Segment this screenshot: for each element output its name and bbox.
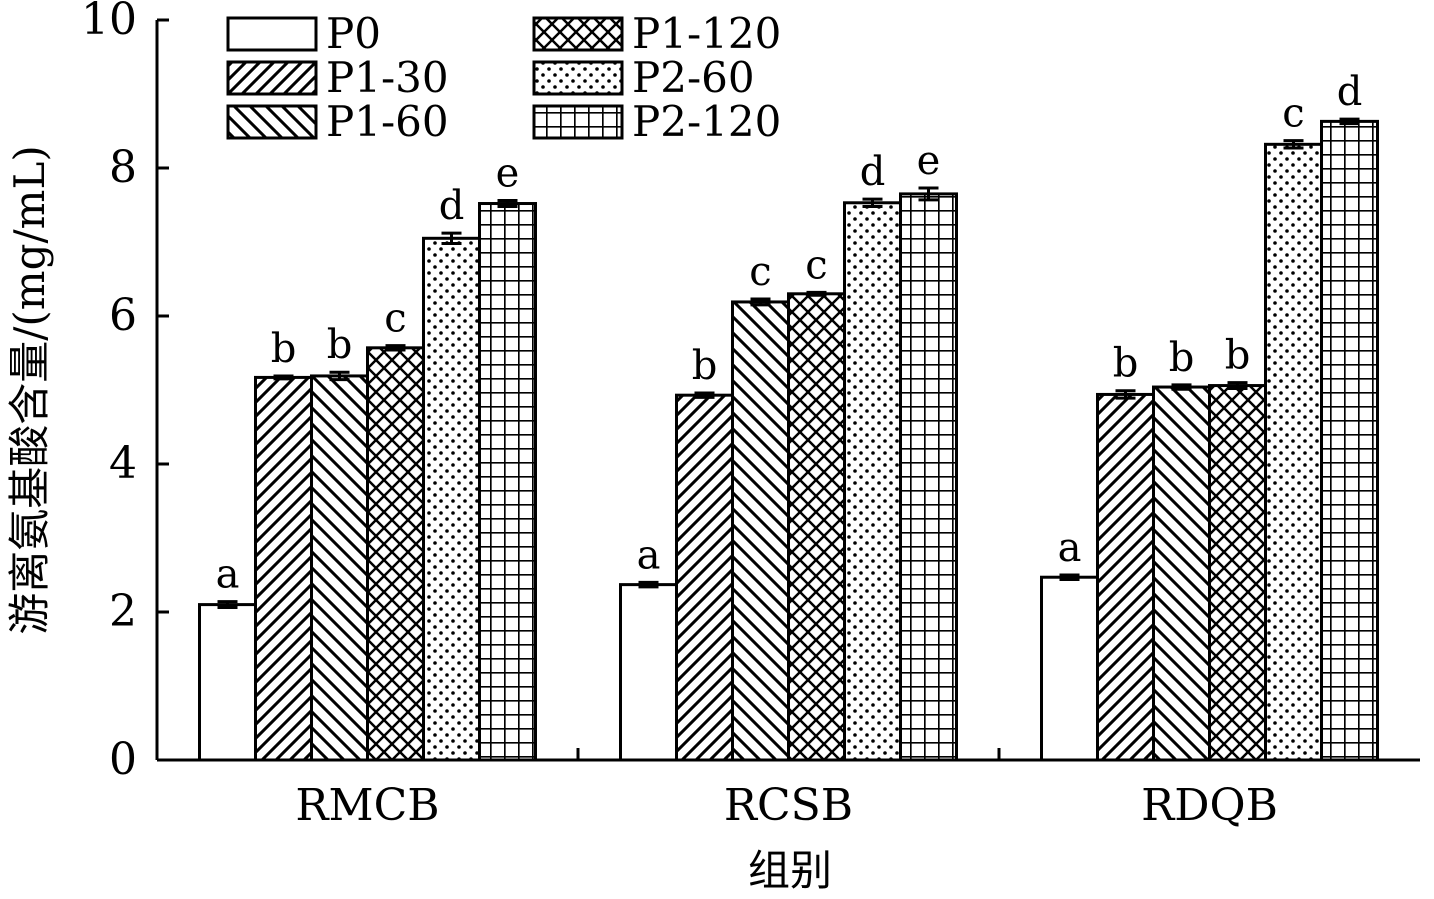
- bar: [478, 202, 537, 762]
- legend-swatch: [532, 60, 624, 96]
- bar: [731, 300, 790, 762]
- bar: [198, 603, 257, 762]
- y-tick-label: 10: [81, 0, 137, 45]
- significance-label: b: [327, 322, 353, 368]
- bar: [899, 192, 958, 762]
- legend-label: P2-60: [632, 53, 755, 102]
- legend-swatch: [226, 104, 318, 140]
- significance-label: c: [749, 249, 771, 295]
- y-tick-label: 6: [109, 290, 137, 341]
- significance-label: c: [384, 296, 406, 342]
- y-ticks: 0 2 4 6 8 10: [81, 0, 169, 785]
- significance-label: d: [860, 149, 886, 195]
- bar: [422, 236, 481, 762]
- legend-label: P1-120: [632, 9, 781, 58]
- significance-label: d: [1337, 69, 1363, 115]
- y-axis-title: 游离氨基酸含量/(mg/mL): [5, 145, 54, 635]
- significance-label: b: [1113, 341, 1139, 387]
- significance-label: c: [1282, 91, 1304, 137]
- significance-label: a: [1058, 525, 1082, 571]
- significance-label: b: [1169, 335, 1195, 381]
- significance-label: a: [637, 532, 661, 578]
- axes: 0 2 4 6 8 10 RMCB RCSB RDQB: [81, 0, 1420, 831]
- y-tick-label: 0: [109, 734, 137, 785]
- bar: [1264, 142, 1323, 762]
- category-label: RMCB: [295, 780, 439, 831]
- x-axis-title: 组别: [748, 846, 832, 895]
- y-tick-label: 4: [109, 438, 137, 489]
- error-bars: [217, 117, 1360, 610]
- bar: [787, 292, 846, 762]
- legend-swatch: [532, 104, 624, 140]
- significance-label: b: [271, 326, 297, 372]
- bar: [843, 201, 902, 762]
- bar: [254, 375, 313, 762]
- legend-label: P1-60: [326, 97, 449, 146]
- legend-swatch: [226, 16, 318, 52]
- y-tick-label: 2: [109, 586, 137, 637]
- legend-label: P0: [326, 9, 381, 58]
- bar: [1152, 385, 1211, 762]
- x-ticks: RMCB RCSB RDQB: [295, 748, 1278, 831]
- significance-label: d: [439, 183, 465, 229]
- significance-label: b: [692, 343, 718, 389]
- category-label: RCSB: [724, 780, 853, 831]
- legend-label: P1-30: [326, 53, 449, 102]
- y-tick-label: 8: [109, 142, 137, 193]
- bar: [366, 346, 425, 762]
- significance-label: b: [1225, 333, 1251, 379]
- bar: [1096, 392, 1155, 762]
- legend-label: P2-120: [632, 97, 781, 146]
- significance-label: e: [496, 151, 520, 197]
- bar: [675, 393, 734, 762]
- legend-swatch: [226, 60, 318, 96]
- bars: [198, 119, 1379, 762]
- bar: [310, 374, 369, 762]
- category-label: RDQB: [1141, 780, 1278, 831]
- significance-label: e: [917, 138, 941, 184]
- bar: [1040, 575, 1099, 762]
- bar: [1320, 119, 1379, 762]
- legend-swatch: [532, 16, 624, 52]
- bar: [619, 583, 678, 762]
- bar: [1208, 384, 1267, 762]
- significance-label: a: [216, 552, 240, 598]
- significance-label: c: [805, 242, 827, 288]
